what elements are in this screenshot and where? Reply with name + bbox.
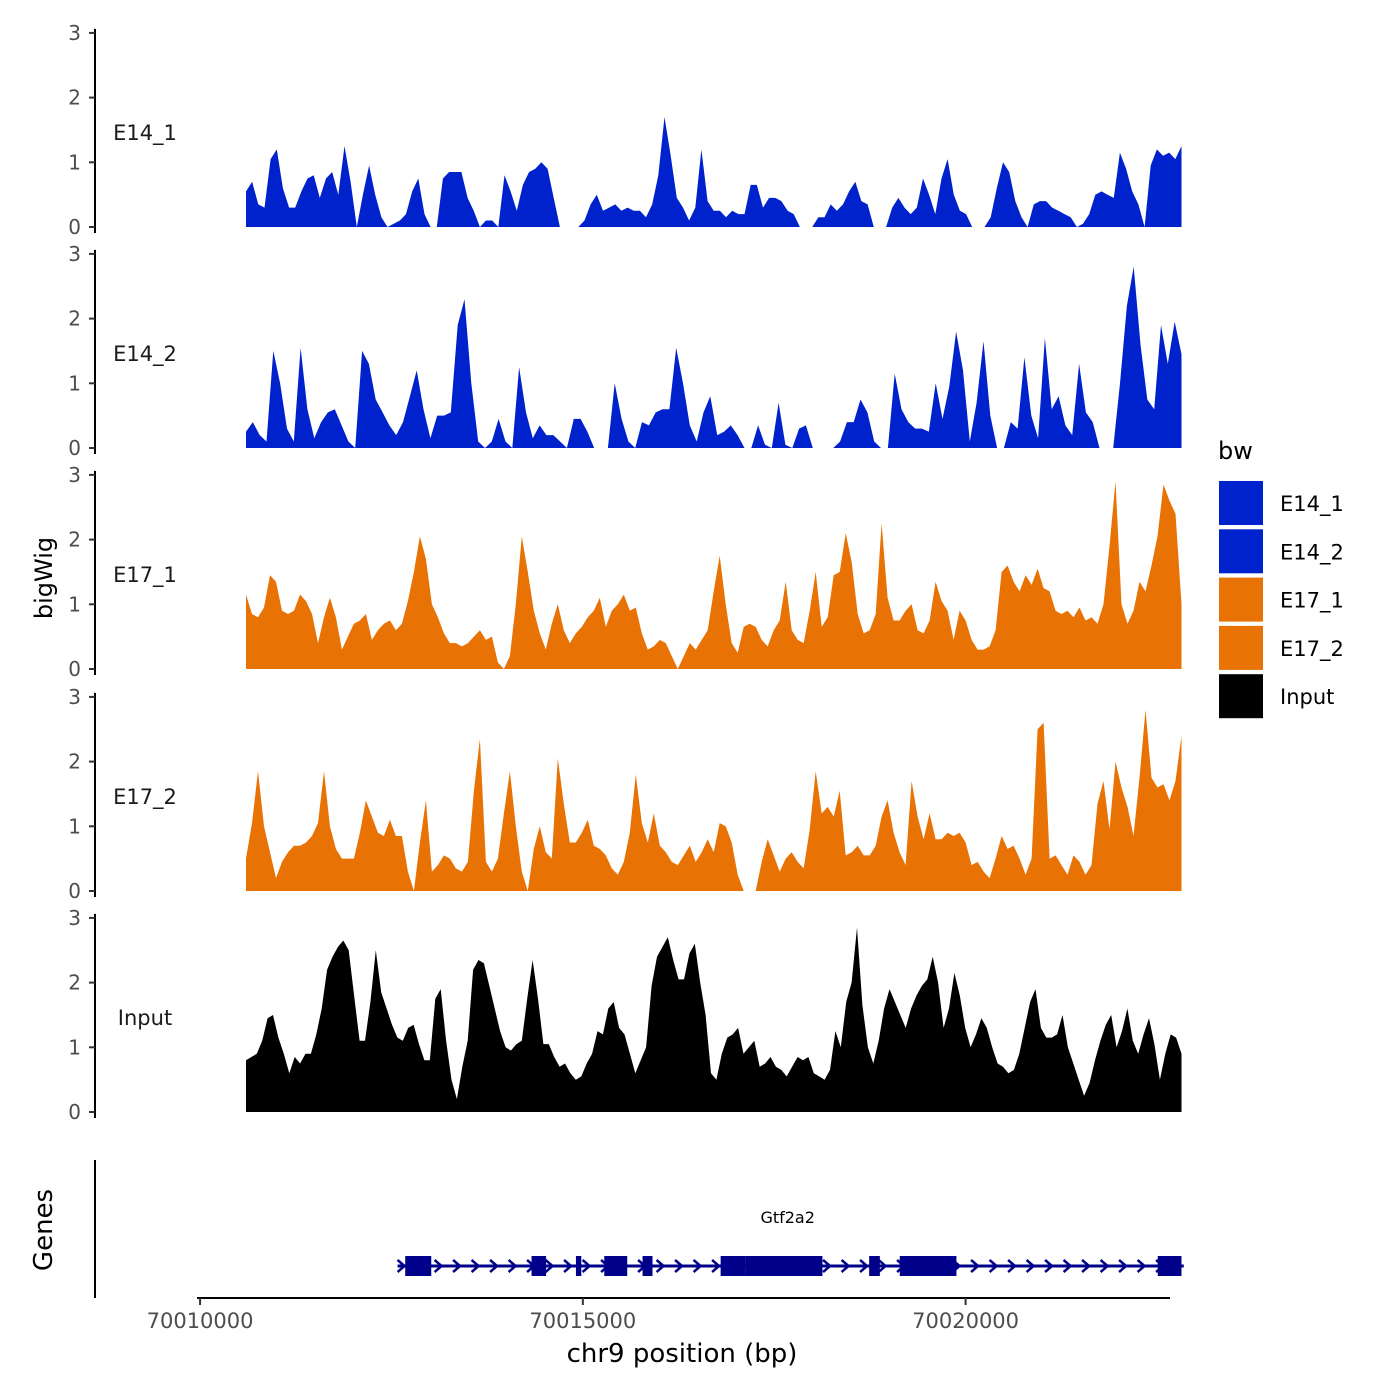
y-tick-label: 0 [68, 1100, 81, 1124]
strand-arrow [1136, 1259, 1147, 1273]
track-panel-e14_1: 0 1 2 3 E14_1 [68, 21, 1182, 239]
strand-arrow [544, 1259, 555, 1273]
y-tick-label: 2 [68, 528, 81, 552]
strand-arrow [1099, 1259, 1110, 1273]
y-tick-label: 0 [68, 879, 81, 903]
x-tick-label: 70015000 [529, 1309, 636, 1333]
genes-panel: Gtf2a2 [94, 1160, 1184, 1298]
y-tick-label: 2 [68, 971, 81, 995]
gene-exon [405, 1256, 432, 1276]
x-axis: 70010000 70015000 70020000 [147, 1297, 1170, 1333]
y-tick-label: 0 [68, 436, 81, 460]
strand-arrow [859, 1259, 869, 1273]
y-tick-label: 2 [68, 307, 81, 331]
y-tick-label: 2 [68, 86, 81, 110]
y-tick-label: 3 [68, 906, 81, 930]
x-tick-label: 70020000 [912, 1309, 1019, 1333]
legend-swatch-e14_1 [1219, 481, 1263, 525]
strand-arrow [692, 1259, 703, 1273]
strand-arrow [711, 1259, 721, 1273]
strand-arrow [470, 1259, 481, 1273]
legend-label-input: Input [1280, 685, 1334, 709]
gene-exon [899, 1256, 957, 1276]
legend-label-e14_1: E14_1 [1280, 492, 1344, 517]
track-label: E17_1 [113, 563, 177, 588]
signal-area-e14_2 [246, 266, 1182, 448]
signal-area-e17_1 [246, 481, 1182, 669]
legend-label-e17_2: E17_2 [1280, 637, 1344, 662]
y-axis-title: bigWig [30, 537, 58, 619]
gene-exon [575, 1256, 582, 1276]
y-tick-label: 3 [68, 242, 81, 266]
strand-arrow [1081, 1259, 1091, 1273]
strand-arrow [1007, 1259, 1017, 1273]
strand-arrow [489, 1259, 499, 1273]
y-tick-label: 1 [68, 1035, 81, 1059]
bigwig-tracks: 0 1 2 3 E14_1 0 1 2 3 E14_2 0 1 2 3 E17_1 0 1 2 3 E17_2 0 1 2 3… [68, 21, 1182, 1124]
signal-area-e14_1 [246, 117, 1182, 227]
strand-arrow [877, 1259, 888, 1273]
gene-exon [1157, 1256, 1182, 1276]
gene-exon [869, 1256, 880, 1276]
gene-exon [720, 1256, 746, 1276]
legend: bw E14_1 E14_2 E17_1 E17_2 Input [1218, 437, 1344, 719]
signal-area-input [246, 927, 1182, 1112]
legend-swatch-input [1219, 674, 1263, 719]
strand-arrow [581, 1259, 592, 1273]
track-label: E17_2 [113, 785, 177, 810]
strand-arrow [674, 1259, 684, 1273]
strand-arrow [840, 1259, 851, 1273]
gene-name-label: Gtf2a2 [760, 1208, 814, 1227]
y-tick-label: 3 [68, 463, 81, 487]
track-label: E14_1 [113, 121, 177, 146]
gene-exon [604, 1256, 628, 1276]
x-axis-title: chr9 position (bp) [567, 1339, 798, 1369]
legend-swatch-e14_2 [1219, 529, 1263, 574]
y-tick-label: 2 [68, 750, 81, 774]
legend-swatch-e17_2 [1219, 625, 1263, 670]
track-panel-e14_2: 0 1 2 3 E14_2 [68, 242, 1182, 460]
y-tick-label: 3 [68, 685, 81, 709]
track-panel-input: 0 1 2 3 Input [68, 906, 1182, 1124]
strand-arrow [1025, 1259, 1036, 1273]
strand-arrow [452, 1259, 462, 1273]
strand-arrow [988, 1259, 999, 1273]
strand-arrow [433, 1259, 444, 1273]
strand-arrow [1118, 1259, 1128, 1273]
legend-title: bw [1218, 437, 1253, 465]
legend-label-e14_2: E14_2 [1280, 540, 1344, 565]
legend-label-e17_1: E17_1 [1280, 589, 1344, 614]
track-label: E14_2 [113, 342, 177, 367]
x-tick-label: 70010000 [147, 1309, 254, 1333]
y-tick-label: 1 [68, 814, 81, 838]
strand-arrow [563, 1259, 573, 1273]
strand-arrow [396, 1259, 407, 1273]
gene-exon [531, 1256, 547, 1276]
track-label: Input [118, 1006, 172, 1030]
genes-axis-title: Genes [29, 1189, 59, 1271]
y-tick-label: 1 [68, 150, 81, 174]
strand-arrow [1062, 1259, 1073, 1273]
gene-exon [642, 1256, 653, 1276]
strand-arrow [507, 1259, 518, 1273]
y-tick-label: 0 [68, 657, 81, 681]
track-panel-e17_1: 0 1 2 3 E17_1 [68, 463, 1182, 681]
y-tick-label: 3 [68, 21, 81, 45]
strand-arrow [1044, 1259, 1054, 1273]
signal-area-e17_2 [246, 709, 1182, 891]
strand-arrow [970, 1259, 980, 1273]
legend-swatch-e17_1 [1219, 577, 1263, 622]
gene-exon [745, 1256, 823, 1276]
y-tick-label: 1 [68, 371, 81, 395]
y-tick-label: 0 [68, 215, 81, 239]
track-panel-e17_2: 0 1 2 3 E17_2 [68, 685, 1182, 903]
y-tick-label: 1 [68, 592, 81, 616]
strand-arrow [655, 1259, 666, 1273]
strand-arrow [822, 1259, 832, 1273]
